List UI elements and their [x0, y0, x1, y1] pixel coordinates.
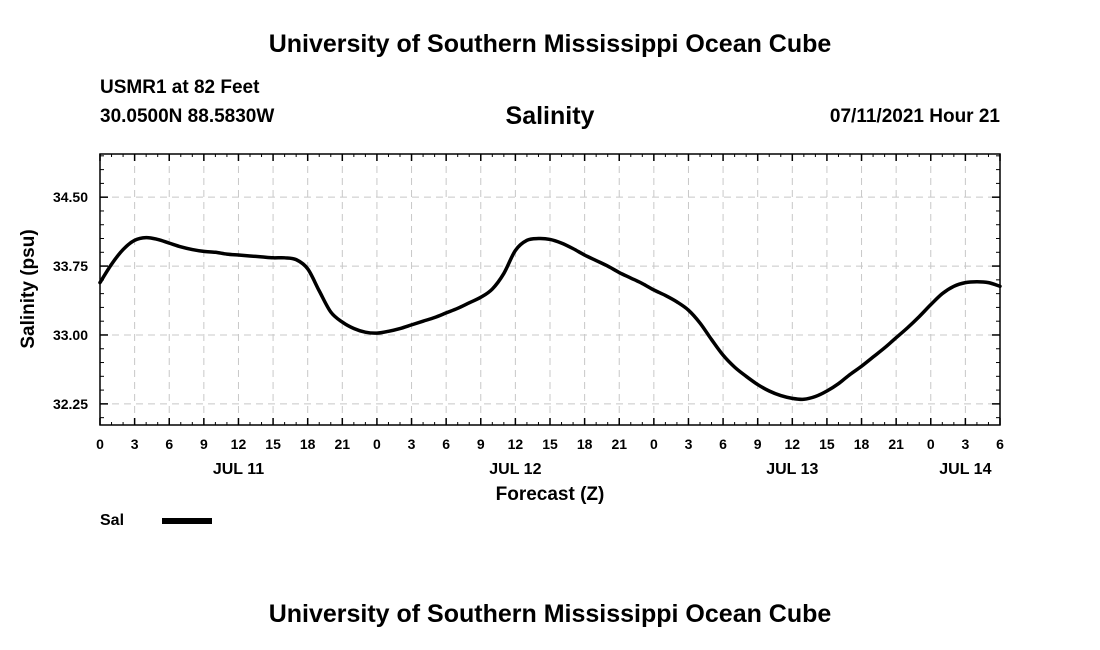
series-layer — [98, 235, 1002, 402]
y-tick-label: 33.00 — [53, 327, 88, 343]
x-tick-label: 3 — [961, 436, 969, 452]
x-day-label: JUL 12 — [489, 461, 541, 478]
x-axis: 0 3 6 9 12 15 18 21 0 3 6 9 12 15 18 21 0 3 6 9 12 15 18 21 0 3 6J… — [96, 154, 1004, 478]
y-tick-label: 33.75 — [53, 258, 88, 274]
x-tick-label: 0 — [96, 436, 104, 452]
x-tick-label: 12 — [508, 436, 524, 452]
y-tick-label: 34.50 — [53, 189, 88, 205]
datetime-label: 07/11/2021 Hour 21 — [829, 106, 1000, 127]
bottom-title: University of Southern Mississippi Ocean… — [268, 600, 832, 628]
chart-title: Salinity — [505, 102, 595, 130]
x-tick-label: 6 — [719, 436, 727, 452]
x-tick-label: 21 — [335, 436, 351, 452]
x-tick-label: 18 — [854, 436, 870, 452]
x-tick-label: 12 — [231, 436, 247, 452]
x-tick-label: 9 — [477, 436, 485, 452]
x-axis-label: Forecast (Z) — [496, 484, 605, 505]
x-tick-label: 3 — [685, 436, 693, 452]
x-tick-label: 9 — [200, 436, 208, 452]
x-tick-label: 21 — [888, 436, 904, 452]
x-tick-label: 15 — [265, 436, 281, 452]
x-tick-label: 12 — [785, 436, 801, 452]
x-tick-label: 3 — [408, 436, 416, 452]
series-line-sal — [98, 235, 1002, 402]
station-label: USMR1 at 82 Feet — [100, 77, 260, 98]
x-tick-label: 18 — [300, 436, 316, 452]
x-tick-label: 6 — [996, 436, 1004, 452]
top-title: University of Southern Mississippi Ocean… — [268, 30, 832, 58]
x-day-label: JUL 14 — [939, 461, 991, 478]
y-axis: 32.25 33.00 33.75 34.50 — [53, 155, 1000, 419]
grid-lines — [100, 154, 1000, 425]
x-tick-label: 9 — [754, 436, 762, 452]
x-tick-label: 0 — [927, 436, 935, 452]
x-tick-label: 15 — [819, 436, 835, 452]
x-tick-label: 15 — [542, 436, 558, 452]
x-tick-label: 6 — [442, 436, 450, 452]
coordinates-label: 30.0500N 88.5830W — [100, 106, 275, 127]
legend: Sal — [100, 512, 212, 529]
y-tick-label: 32.25 — [53, 396, 88, 412]
x-tick-label: 0 — [373, 436, 381, 452]
x-day-label: JUL 13 — [766, 461, 818, 478]
x-tick-label: 21 — [611, 436, 627, 452]
y-axis-label: Salinity (psu) — [18, 229, 39, 348]
x-day-label: JUL 11 — [213, 461, 264, 478]
x-tick-label: 0 — [650, 436, 658, 452]
x-tick-label: 6 — [165, 436, 173, 452]
legend-label-sal: Sal — [100, 512, 124, 529]
x-tick-label: 18 — [577, 436, 593, 452]
x-tick-label: 3 — [131, 436, 139, 452]
